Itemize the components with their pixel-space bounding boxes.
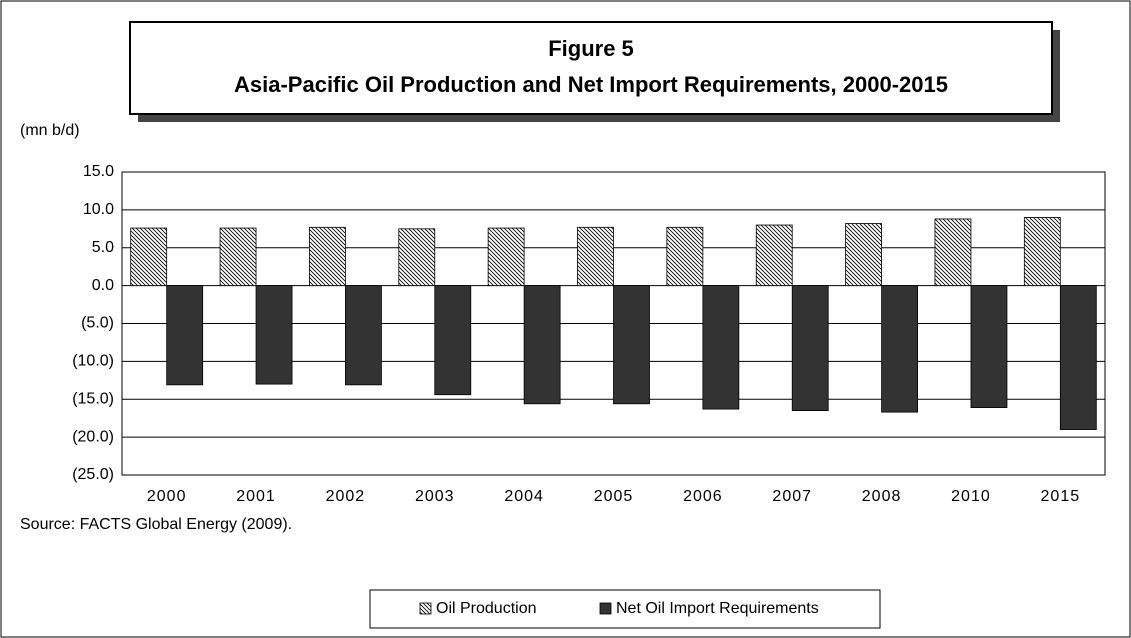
- x-tick-label: 2000: [147, 488, 187, 505]
- bar: [970, 285, 1008, 408]
- y-tick-label: (10.0): [72, 353, 114, 370]
- bar: [702, 285, 740, 410]
- bar: [881, 285, 918, 413]
- bar: [1059, 285, 1097, 430]
- bar: [219, 227, 257, 287]
- y-tick-label: (15.0): [72, 390, 114, 407]
- bar: [613, 285, 650, 405]
- bar: [523, 285, 561, 405]
- legend-label: Net Oil Import Requirements: [616, 600, 819, 617]
- y-tick-label: (25.0): [72, 466, 114, 483]
- x-tick-label: 2008: [862, 488, 902, 505]
- y-tick-label: (5.0): [81, 315, 114, 332]
- y-tick-label: 0.0: [92, 277, 114, 294]
- y-tick-label: 5.0: [92, 239, 114, 256]
- bar: [345, 285, 382, 386]
- chart-subtitle: Asia-Pacific Oil Production and Net Impo…: [234, 72, 948, 97]
- legend-label: Oil Production: [436, 600, 537, 617]
- bar: [934, 218, 972, 287]
- bar: [791, 285, 829, 412]
- y-tick-label: 10.0: [83, 201, 114, 218]
- x-tick-label: 2001: [236, 488, 276, 505]
- bar: [577, 226, 614, 287]
- legend-swatch: [419, 602, 432, 615]
- x-tick-label: 2003: [415, 488, 455, 505]
- x-tick-label: 2005: [594, 488, 634, 505]
- bar: [398, 228, 436, 287]
- bar: [166, 285, 204, 386]
- x-tick-label: 2007: [772, 488, 812, 505]
- legend-swatch: [599, 602, 612, 615]
- x-tick-label: 2010: [951, 488, 991, 505]
- x-tick-label: 2004: [504, 488, 544, 505]
- bar: [1023, 217, 1061, 287]
- y-tick-label: (20.0): [72, 428, 114, 445]
- bar: [755, 224, 793, 287]
- bar: [845, 223, 882, 287]
- source: Source: FACTS Global Energy (2009).: [20, 516, 292, 533]
- y-tick-label: 15.0: [83, 163, 114, 180]
- x-tick-label: 2002: [326, 488, 366, 505]
- x-tick-label: 2015: [1041, 488, 1081, 505]
- chart-title: Figure 5: [548, 36, 634, 61]
- bar: [666, 226, 704, 287]
- bar: [309, 226, 346, 287]
- y-axis-label: (mn b/d): [20, 122, 80, 139]
- bar: [255, 285, 293, 385]
- legend-box: [369, 589, 881, 629]
- title-box: [129, 21, 1053, 115]
- bar: [130, 227, 168, 287]
- bar: [434, 285, 472, 396]
- x-tick-label: 2006: [683, 488, 723, 505]
- bar: [487, 227, 525, 287]
